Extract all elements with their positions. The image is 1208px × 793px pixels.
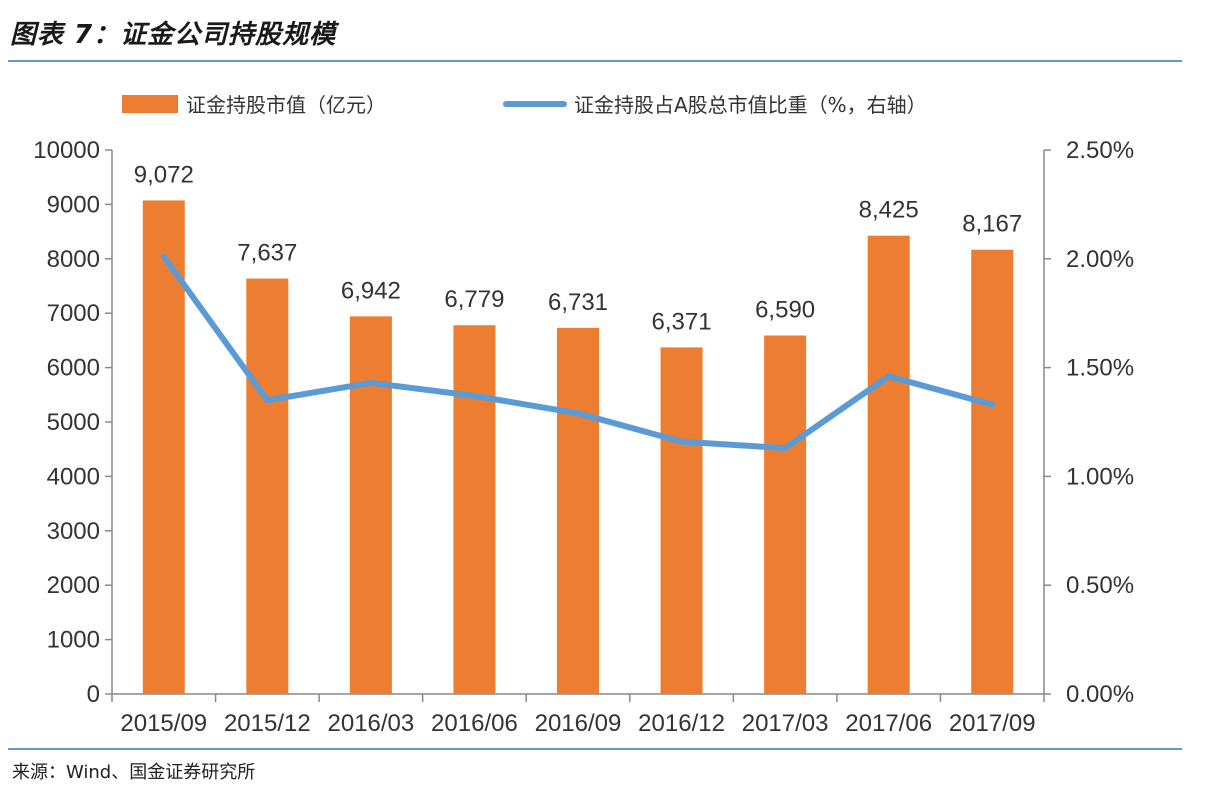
chart: 证金持股市值（亿元） 证金持股占A股总市值比重（%，右轴） 0 1000 2000 3… bbox=[33, 93, 1134, 737]
left-tick-label: 5000 bbox=[47, 409, 100, 436]
bar bbox=[349, 316, 392, 694]
legend-bar-swatch bbox=[122, 95, 178, 113]
bar bbox=[867, 235, 910, 694]
right-tick-label: 0.50% bbox=[1066, 572, 1134, 599]
bar bbox=[660, 347, 703, 694]
bar-data-label: 6,371 bbox=[652, 308, 712, 335]
left-tick-label: 6000 bbox=[47, 355, 100, 382]
figure-title: 图表 7：证金公司持股规模 bbox=[10, 20, 337, 50]
x-tick-label: 2017/03 bbox=[742, 710, 829, 737]
line-point bbox=[264, 397, 271, 404]
right-tick-label: 1.00% bbox=[1066, 463, 1134, 490]
right-tick-label: 0.00% bbox=[1066, 681, 1134, 708]
x-tick-label: 2017/09 bbox=[949, 710, 1036, 737]
left-tick-label: 1000 bbox=[47, 627, 100, 654]
x-tick-label: 2017/06 bbox=[845, 710, 932, 737]
right-tick-label: 2.50% bbox=[1066, 137, 1134, 164]
bar bbox=[246, 278, 289, 694]
line-point bbox=[885, 373, 892, 380]
line-point bbox=[989, 401, 996, 408]
legend-bar-label: 证金持股市值（亿元） bbox=[186, 93, 386, 117]
right-tick-label: 2.00% bbox=[1066, 246, 1134, 273]
bottom-divider bbox=[8, 748, 1182, 750]
source-note: 来源：Wind、国金证券研究所 bbox=[12, 762, 256, 783]
bars bbox=[142, 200, 1014, 694]
line-series bbox=[160, 253, 996, 452]
bar bbox=[142, 200, 185, 694]
left-tick-label: 4000 bbox=[47, 463, 100, 490]
line-point bbox=[471, 392, 478, 399]
x-tick-label: 2016/06 bbox=[431, 710, 518, 737]
x-tick-label: 2016/12 bbox=[638, 710, 725, 737]
bar bbox=[557, 327, 599, 694]
legend-line-label: 证金持股占A股总市值比重（%，右轴） bbox=[574, 93, 927, 117]
right-tick-label: 1.50% bbox=[1066, 355, 1134, 382]
left-tick-label: 2000 bbox=[47, 572, 100, 599]
line-point bbox=[160, 253, 167, 260]
legend: 证金持股市值（亿元） 证金持股占A股总市值比重（%，右轴） bbox=[122, 93, 927, 117]
x-tick-label: 2015/12 bbox=[224, 710, 311, 737]
left-tick-label: 7000 bbox=[47, 300, 100, 327]
top-divider bbox=[8, 60, 1182, 62]
bar-labels: 9,072 7,637 6,942 6,779 6,731 6,371 6,590 8,425… bbox=[134, 161, 1023, 335]
line-point bbox=[367, 379, 374, 386]
axes: 0 1000 2000 3000 4000 5000 6000 7000 8000 9000 100… bbox=[33, 137, 1134, 737]
bar-data-label: 6,942 bbox=[341, 277, 401, 304]
bar-data-label: 6,779 bbox=[444, 286, 504, 313]
bar-data-label: 9,072 bbox=[134, 161, 194, 188]
left-tick-label: 9000 bbox=[47, 191, 100, 218]
x-tick-label: 2016/03 bbox=[328, 710, 415, 737]
line-point bbox=[678, 438, 685, 445]
bar bbox=[453, 325, 496, 694]
line-point bbox=[575, 410, 581, 417]
bar-data-label: 6,731 bbox=[548, 289, 608, 316]
bar-data-label: 8,167 bbox=[962, 211, 1022, 238]
line-point bbox=[782, 445, 789, 452]
x-tick-label: 2015/09 bbox=[120, 710, 207, 737]
bar-data-label: 7,637 bbox=[237, 240, 297, 267]
left-tick-label: 0 bbox=[87, 681, 100, 708]
bar bbox=[764, 335, 807, 694]
bar-data-label: 6,590 bbox=[755, 297, 815, 324]
bar-data-label: 8,425 bbox=[859, 197, 919, 224]
left-tick-label: 8000 bbox=[47, 246, 100, 273]
left-tick-label: 10000 bbox=[33, 137, 100, 164]
bar bbox=[971, 249, 1014, 694]
left-tick-label: 3000 bbox=[47, 518, 100, 545]
x-tick-label: 2016/09 bbox=[535, 710, 622, 737]
